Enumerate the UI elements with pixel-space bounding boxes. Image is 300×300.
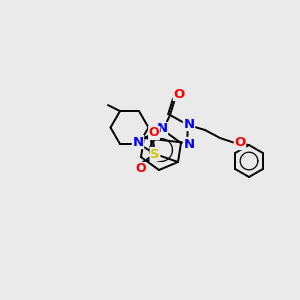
Text: O: O xyxy=(136,163,146,176)
Text: O: O xyxy=(173,88,184,100)
Text: N: N xyxy=(183,137,195,151)
Text: O: O xyxy=(149,127,159,140)
Text: N: N xyxy=(156,122,168,136)
Text: N: N xyxy=(183,118,195,130)
Text: O: O xyxy=(234,136,246,149)
Text: S: S xyxy=(150,148,160,160)
Text: N: N xyxy=(132,136,144,148)
